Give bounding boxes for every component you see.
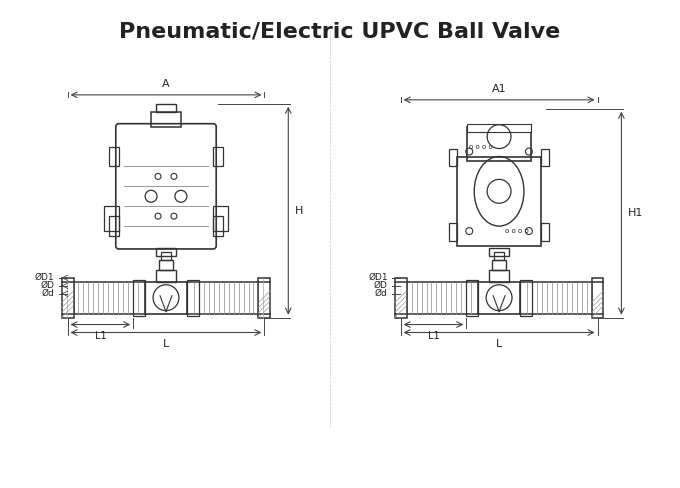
Bar [159, 260, 173, 270]
Bar [133, 280, 145, 316]
Text: H: H [295, 205, 304, 216]
Bar [258, 278, 271, 318]
Bar [145, 282, 187, 314]
Text: ØD1: ØD1 [35, 273, 54, 282]
Bar [466, 123, 531, 132]
Bar [104, 206, 119, 231]
Text: Ød: Ød [375, 289, 388, 298]
Text: Ød: Ød [42, 289, 54, 298]
Text: L1: L1 [428, 330, 439, 341]
Text: A1: A1 [492, 84, 507, 94]
Bar [466, 127, 531, 162]
Bar [466, 280, 478, 316]
Bar [214, 146, 223, 166]
Bar [394, 278, 407, 318]
Bar [156, 270, 176, 282]
Text: A: A [163, 79, 170, 89]
Bar [156, 104, 176, 112]
Bar [489, 248, 509, 256]
Text: L1: L1 [95, 330, 106, 341]
Text: L: L [163, 340, 169, 349]
Bar [449, 148, 457, 166]
Text: ØD1: ØD1 [368, 273, 388, 282]
Bar [592, 278, 603, 318]
Text: L: L [496, 340, 503, 349]
Bar [492, 260, 506, 270]
Bar [62, 278, 73, 318]
Bar [541, 223, 549, 241]
Text: Pneumatic/Electric UPVC Ball Valve: Pneumatic/Electric UPVC Ball Valve [120, 21, 560, 41]
Bar [214, 206, 228, 231]
Bar [161, 252, 171, 260]
Bar [478, 282, 520, 314]
Bar [187, 280, 199, 316]
Bar [449, 223, 457, 241]
Text: o o o o: o o o o [469, 143, 493, 149]
Bar [151, 112, 181, 127]
Bar [494, 252, 504, 260]
Text: ØD: ØD [374, 281, 388, 290]
Text: ØD: ØD [41, 281, 54, 290]
Text: H1: H1 [628, 208, 644, 218]
Bar [457, 157, 541, 246]
Text: o o o o: o o o o [505, 228, 529, 234]
Bar [109, 216, 119, 236]
Bar [109, 146, 119, 166]
Bar [520, 280, 532, 316]
Bar [489, 270, 509, 282]
Bar [541, 148, 549, 166]
Bar [214, 216, 223, 236]
Bar [156, 248, 176, 256]
